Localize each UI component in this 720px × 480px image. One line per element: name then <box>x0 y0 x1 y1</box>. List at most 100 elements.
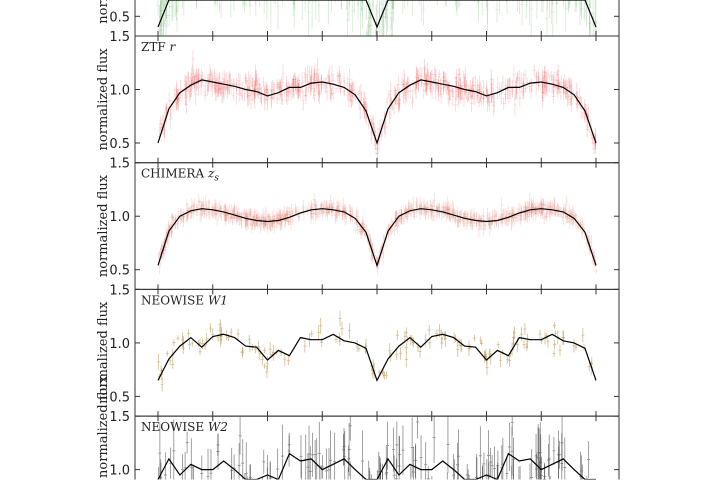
data-point <box>262 215 266 232</box>
data-point <box>561 78 565 92</box>
data-point <box>407 202 411 217</box>
data-point <box>189 207 193 219</box>
data-point <box>304 85 308 97</box>
data-point <box>250 219 254 230</box>
data-point <box>572 339 576 353</box>
data-point <box>252 81 256 99</box>
data-point <box>536 69 540 87</box>
data-point <box>287 81 291 101</box>
data-point <box>403 81 407 92</box>
data-point <box>212 68 216 89</box>
data-point <box>442 71 446 93</box>
data-point <box>167 5 171 26</box>
data-point <box>353 219 357 229</box>
data-point <box>224 71 228 91</box>
data-point <box>439 77 443 95</box>
data-point <box>510 206 514 215</box>
data-point <box>428 73 432 96</box>
data-point <box>272 214 276 224</box>
data-point <box>194 69 198 83</box>
data-point <box>567 210 571 224</box>
data-point <box>168 223 172 229</box>
data-point <box>313 207 317 222</box>
data-point <box>429 211 433 220</box>
data-point <box>414 66 418 89</box>
data-point <box>329 202 333 212</box>
data-point <box>231 207 235 214</box>
data-point <box>355 212 359 221</box>
data-point <box>415 205 419 218</box>
data-point <box>236 328 240 340</box>
data-point <box>553 201 557 216</box>
data-point <box>490 90 494 103</box>
data-point <box>301 204 305 213</box>
data-point <box>253 81 257 98</box>
data-point <box>404 342 408 353</box>
data-point <box>366 23 370 36</box>
data-point <box>255 70 259 87</box>
data-point <box>446 196 450 210</box>
data-point <box>254 70 258 91</box>
data-point <box>529 0 533 36</box>
data-point <box>399 213 403 220</box>
data-point <box>413 443 417 478</box>
data-point <box>276 448 280 480</box>
data-point <box>231 78 235 91</box>
data-point <box>460 208 464 218</box>
data-point <box>556 64 560 77</box>
data-point <box>446 82 450 105</box>
data-point <box>277 208 281 220</box>
data-point <box>543 75 547 97</box>
data-point <box>290 203 294 214</box>
data-point <box>403 205 407 216</box>
data-point <box>338 200 342 208</box>
data-point <box>190 205 194 219</box>
data-point <box>450 85 454 96</box>
data-point <box>530 209 534 218</box>
data-point <box>371 369 375 379</box>
y-tick-label: 0.5 <box>109 390 130 405</box>
data-point <box>444 72 448 93</box>
data-point <box>397 435 401 480</box>
y-axis-label: normalized flux <box>96 48 111 151</box>
data-point <box>325 205 329 217</box>
data-point <box>239 212 243 228</box>
data-point <box>189 438 193 480</box>
data-point <box>280 213 284 229</box>
data-point <box>253 222 257 229</box>
data-point <box>268 216 272 228</box>
data-point <box>490 454 494 477</box>
data-point <box>543 66 547 79</box>
data-point <box>545 203 549 217</box>
data-point <box>534 205 538 221</box>
data-point <box>381 13 385 36</box>
data-point <box>238 416 242 455</box>
data-point <box>425 201 429 214</box>
data-point <box>495 76 499 100</box>
data-point <box>422 82 426 99</box>
data-point <box>190 79 194 97</box>
data-point <box>510 206 514 221</box>
data-point <box>157 252 161 262</box>
data-point <box>310 200 314 209</box>
data-point <box>249 208 253 220</box>
data-point <box>321 210 325 218</box>
data-point <box>233 208 237 220</box>
data-point <box>562 210 566 226</box>
data-point <box>456 215 460 229</box>
data-point <box>445 79 449 95</box>
data-point <box>188 88 192 100</box>
data-point <box>277 79 281 90</box>
data-point <box>514 78 518 94</box>
data-point <box>517 209 521 222</box>
data-point <box>571 208 575 221</box>
data-point <box>518 214 522 225</box>
data-point <box>170 0 174 21</box>
data-point <box>529 198 533 211</box>
data-point <box>489 74 493 95</box>
data-point <box>270 81 274 99</box>
data-point <box>485 360 489 376</box>
y-axis-label: normalized flux <box>96 174 111 277</box>
data-point <box>198 348 202 356</box>
data-point <box>525 210 529 223</box>
